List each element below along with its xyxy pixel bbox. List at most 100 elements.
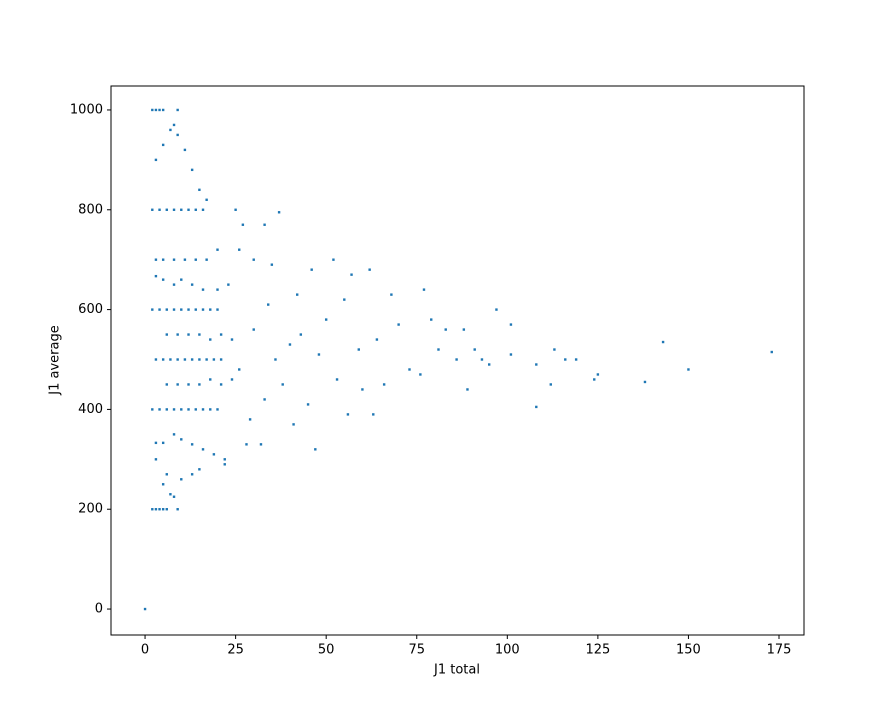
point (180, 278, 183, 281)
point (172, 258, 176, 261)
plot-frame (110, 85, 805, 636)
point (187, 333, 190, 336)
point (455, 358, 458, 361)
point (361, 388, 364, 391)
point (183, 148, 187, 152)
point (205, 258, 208, 261)
point (487, 363, 491, 366)
point (165, 208, 168, 211)
point (176, 358, 179, 361)
point (194, 208, 197, 211)
point (382, 383, 386, 386)
x-tick-label: 25 (227, 643, 244, 658)
point (596, 373, 600, 376)
point (194, 408, 197, 411)
point (198, 383, 201, 386)
point (165, 333, 168, 336)
x-tick-label: 0 (141, 643, 149, 658)
point (194, 308, 197, 311)
point (462, 328, 466, 331)
point (165, 308, 168, 311)
point (252, 328, 255, 331)
point (357, 348, 360, 351)
point (216, 308, 219, 311)
point (190, 443, 194, 446)
point (216, 288, 219, 291)
point (169, 493, 172, 496)
point (230, 338, 234, 341)
point (770, 350, 773, 354)
point (154, 358, 158, 361)
point (183, 358, 187, 361)
point (430, 318, 433, 321)
point (172, 408, 176, 411)
point (158, 508, 161, 511)
x-axis-label: J1 total (433, 663, 480, 678)
point (180, 208, 183, 211)
point (165, 508, 168, 511)
point (281, 383, 284, 386)
point (397, 323, 400, 326)
point (198, 333, 201, 336)
point (296, 293, 299, 296)
point (190, 168, 194, 172)
point (172, 308, 176, 311)
point (161, 258, 165, 261)
point (154, 508, 158, 511)
point (230, 378, 234, 381)
point (238, 248, 241, 251)
point (190, 358, 194, 361)
point (535, 405, 538, 409)
point (161, 278, 165, 281)
point (509, 323, 513, 326)
point (335, 378, 339, 381)
point (234, 208, 237, 211)
y-axis-label: J1 average (48, 325, 63, 395)
point (172, 208, 176, 211)
point (176, 108, 179, 112)
point (419, 373, 422, 376)
point (209, 408, 212, 411)
x-tick-label: 125 (585, 643, 610, 658)
point (473, 348, 476, 351)
y-tick-label: 800 (78, 202, 103, 217)
point (201, 308, 205, 311)
point (158, 308, 161, 311)
point (368, 268, 371, 271)
x-tick-label: 75 (408, 643, 425, 658)
x-tick-label: 150 (676, 643, 701, 658)
point (154, 158, 158, 162)
point (176, 508, 179, 511)
point (169, 358, 172, 361)
point (154, 458, 158, 461)
point (198, 188, 201, 192)
point (180, 308, 183, 311)
point (165, 383, 168, 386)
point (466, 388, 469, 391)
point (408, 368, 411, 371)
point (252, 258, 255, 261)
point (227, 283, 230, 286)
point (288, 343, 292, 346)
point (270, 263, 274, 266)
point (198, 358, 201, 361)
y-tick-label: 0 (95, 602, 103, 617)
point (180, 408, 183, 411)
y-tick-label: 400 (78, 402, 103, 417)
point (201, 448, 205, 451)
point (687, 368, 690, 371)
point (209, 378, 212, 381)
y-tick-label: 1000 (70, 102, 103, 117)
point (161, 441, 165, 445)
point (274, 358, 277, 361)
point (154, 108, 158, 112)
y-tick-label: 600 (78, 302, 103, 317)
point (161, 108, 165, 112)
point (495, 308, 498, 311)
point (212, 453, 216, 456)
point (219, 358, 223, 361)
point (161, 483, 165, 486)
point (437, 348, 440, 351)
point (310, 268, 313, 271)
point (180, 438, 183, 441)
